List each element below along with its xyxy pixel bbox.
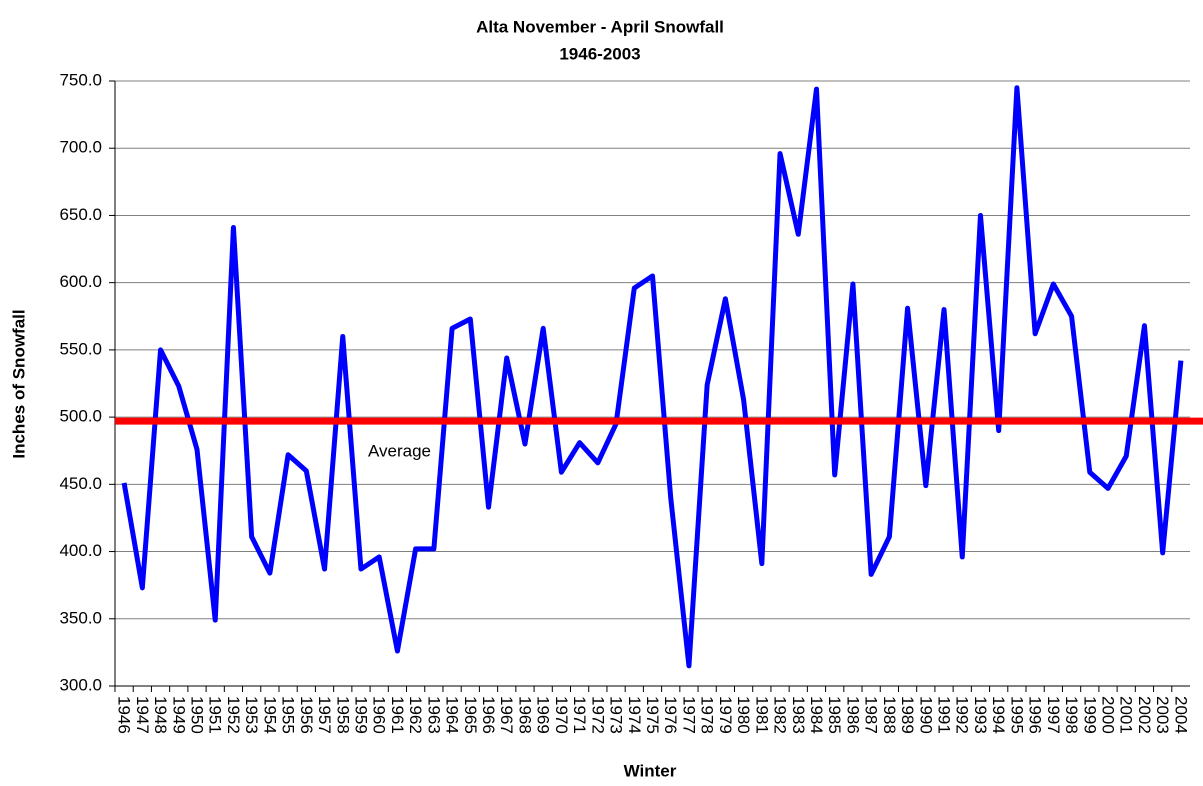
x-tick-label: 2003 <box>1153 696 1172 734</box>
x-tick-label: 1958 <box>333 696 352 734</box>
average-label: Average <box>368 442 431 461</box>
x-tick-label: 1992 <box>953 696 972 734</box>
x-tick-label: 1952 <box>224 696 243 734</box>
y-tick-label: 500.0 <box>59 407 102 426</box>
x-tick-label: 1973 <box>607 696 626 734</box>
x-tick-label: 1963 <box>424 696 443 734</box>
x-tick-label: 2002 <box>1135 696 1154 734</box>
x-tick-label: 1949 <box>169 696 188 734</box>
x-tick-label: 1985 <box>825 696 844 734</box>
x-tick-label: 1974 <box>625 696 644 734</box>
x-tick-label: 1956 <box>297 696 316 734</box>
x-tick-label: 1989 <box>898 696 917 734</box>
x-tick-label: 1982 <box>771 696 790 734</box>
x-tick-label: 1947 <box>133 696 152 734</box>
x-tick-label: 1961 <box>388 696 407 734</box>
x-tick-label: 1964 <box>443 696 462 734</box>
x-tick-label: 1950 <box>187 696 206 734</box>
y-tick-label: 650.0 <box>59 205 102 224</box>
x-tick-label: 1951 <box>206 696 225 734</box>
x-tick-label: 1976 <box>661 696 680 734</box>
x-tick-label: 2000 <box>1099 696 1118 734</box>
x-axis-label: Winter <box>624 761 677 780</box>
x-tick-label: 2004 <box>1171 696 1190 734</box>
x-tick-label: 1954 <box>260 696 279 734</box>
y-tick-label: 750.0 <box>59 70 102 89</box>
y-tick-label: 600.0 <box>59 272 102 291</box>
x-tick-label: 1955 <box>279 696 298 734</box>
x-tick-label: 1972 <box>588 696 607 734</box>
y-tick-label: 700.0 <box>59 138 102 157</box>
x-tick-label: 1987 <box>862 696 881 734</box>
x-tick-label: 1998 <box>1062 696 1081 734</box>
x-tick-label: 1999 <box>1080 696 1099 734</box>
x-tick-label: 1971 <box>570 696 589 734</box>
x-tick-label: 1981 <box>752 696 771 734</box>
y-tick-label: 450.0 <box>59 474 102 493</box>
y-tick-label: 350.0 <box>59 608 102 627</box>
x-tick-label: 1970 <box>552 696 571 734</box>
x-tick-label: 1965 <box>461 696 480 734</box>
x-tick-label: 1980 <box>734 696 753 734</box>
x-tick-label: 1984 <box>807 696 826 734</box>
x-tick-label: 1975 <box>643 696 662 734</box>
x-tick-label: 1988 <box>880 696 899 734</box>
x-tick-label: 1995 <box>1007 696 1026 734</box>
x-tick-label: 1983 <box>789 696 808 734</box>
y-tick-label: 400.0 <box>59 541 102 560</box>
x-tick-label: 1959 <box>351 696 370 734</box>
x-tick-label: 1977 <box>679 696 698 734</box>
x-tick-label: 1997 <box>1044 696 1063 734</box>
x-tick-label: 1957 <box>315 696 334 734</box>
x-tick-label: 1990 <box>916 696 935 734</box>
chart-title: Alta November - April Snowfall <box>476 17 724 36</box>
x-tick-label: 1946 <box>115 696 134 734</box>
data-line <box>121 85 1184 669</box>
x-tick-label: 1968 <box>515 696 534 734</box>
y-tick-label: 300.0 <box>59 675 102 694</box>
x-tick-label: 1967 <box>497 696 516 734</box>
y-axis-label: Inches of Snowfall <box>9 309 28 458</box>
x-tick-label: 1953 <box>242 696 261 734</box>
x-tick-label: 1986 <box>843 696 862 734</box>
x-tick-label: 1966 <box>479 696 498 734</box>
x-tick-label: 1994 <box>989 696 1008 734</box>
x-tick-label: 1960 <box>370 696 389 734</box>
x-tick-label: 1996 <box>1026 696 1045 734</box>
x-tick-label: 1962 <box>406 696 425 734</box>
x-tick-label: 1991 <box>935 696 954 734</box>
x-tick-label: 1948 <box>151 696 170 734</box>
y-tick-label: 550.0 <box>59 339 102 358</box>
x-tick-label: 1979 <box>716 696 735 734</box>
x-tick-label: 1978 <box>698 696 717 734</box>
x-tick-label: 2001 <box>1117 696 1136 734</box>
chart-subtitle: 1946-2003 <box>559 44 640 63</box>
x-tick-label: 1969 <box>534 696 553 734</box>
x-tick-label: 1993 <box>971 696 990 734</box>
